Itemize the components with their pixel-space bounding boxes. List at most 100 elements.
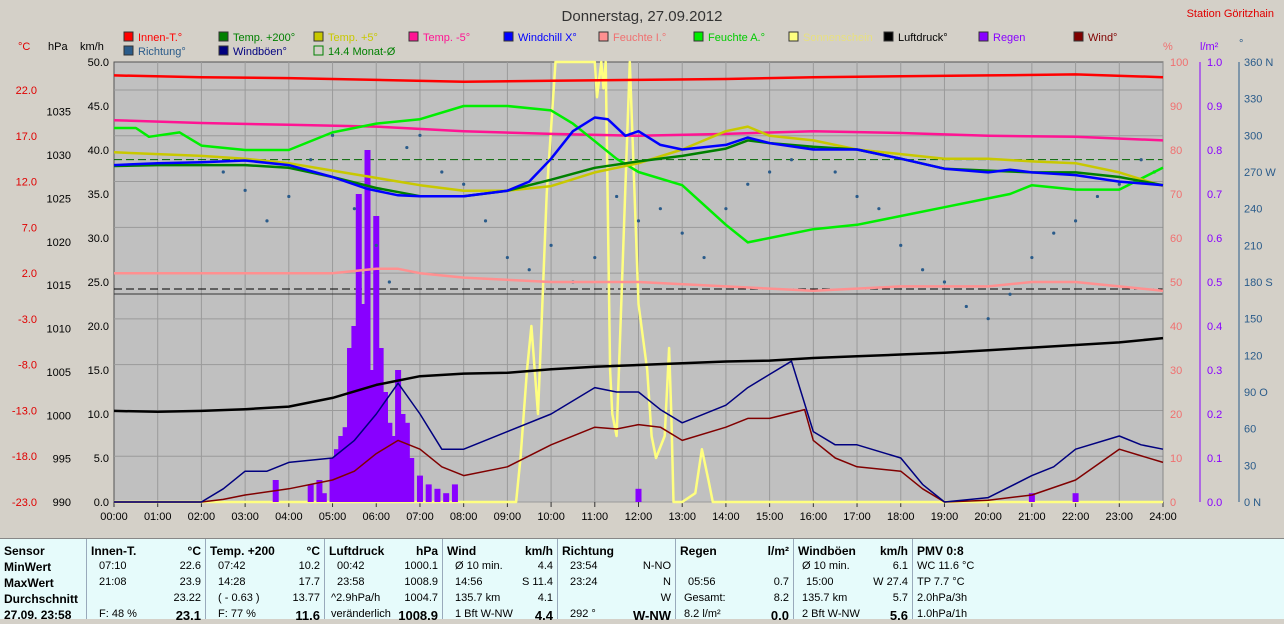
legend-label: 14.4 Monat-Ø <box>328 46 396 58</box>
pct-tick-label: 0 <box>1170 497 1176 509</box>
axis-unit-headers: °C hPa km/h % l/m² ° <box>18 38 1243 53</box>
legend-swatch <box>123 45 134 56</box>
rain-unit: l/m² <box>1200 41 1219 53</box>
chart-title: Donnerstag, 27.09.2012 <box>562 8 723 25</box>
stats-wind-r1a: Ø 10 min. <box>455 560 503 572</box>
legend-item: Innen-T.° <box>123 31 182 44</box>
direction-point <box>483 219 488 223</box>
direction-point <box>505 255 509 260</box>
dir-tick-label: 0 N <box>1244 497 1261 509</box>
direction-point <box>746 182 750 186</box>
hpa-tick-label: 1015 <box>47 280 71 292</box>
legend-swatch <box>598 31 609 42</box>
dir-tick-label: 90 O <box>1244 387 1268 399</box>
direction-point <box>593 255 597 260</box>
stats-innen-min-time: 07:10 <box>99 560 127 572</box>
rain-tick-label: 0.6 <box>1207 233 1222 245</box>
stats-luftdruck-column: Luftdruck hPa 00:42 1000.1 23:58 1008.9 ^2.… <box>325 539 443 623</box>
stats-luft-min-time: 00:42 <box>337 560 365 572</box>
legend-item: 14.4 Monat-Ø <box>313 45 396 58</box>
rain-bar <box>434 488 441 502</box>
direction-point <box>374 243 378 247</box>
stats-boeen-r4a: 2 Bft W-NW <box>802 608 860 620</box>
direction-point <box>899 243 903 247</box>
direction-point <box>527 268 531 272</box>
rain-bar <box>338 436 345 502</box>
rain-tick-label: 0.5 <box>1207 277 1222 289</box>
stats-wind-r3b: 4.1 <box>537 592 553 604</box>
rain-tick-label: 0.0 <box>1207 497 1222 509</box>
pct-tick-label: 60 <box>1170 233 1182 245</box>
stats-windboeen-column: Windböen km/h Ø 10 min. 6.1 15:00 W 27.4 13… <box>794 539 913 623</box>
x-tick-label: 01:00 <box>144 511 172 523</box>
temp-tick-label: -3.0 <box>18 314 37 326</box>
x-tick-label: 22:00 <box>1062 511 1090 523</box>
stats-richtung-r4b: W-NW <box>633 608 671 623</box>
legend-swatch <box>313 45 324 56</box>
rain-bar <box>408 458 415 502</box>
stats-temp200-column: Temp. +200 °C 07:42 10.2 14:28 17.7 ( - 0.6… <box>206 539 325 623</box>
direction-point <box>833 170 837 174</box>
legend-item: Temp. -5° <box>408 31 470 44</box>
x-tick-label: 15:00 <box>756 511 784 523</box>
kmh-tick-label: 10.0 <box>88 409 109 421</box>
rain-bar <box>416 475 423 502</box>
dir-tick-label: 180 S <box>1244 277 1273 289</box>
legend-swatch <box>883 31 894 42</box>
direction-point <box>243 188 247 192</box>
legend-item: Feuchte A.° <box>693 31 765 44</box>
rain-bar <box>368 370 375 502</box>
stats-boeen-r1b: 6.1 <box>892 560 908 572</box>
stats-wind-r2a: 14:56 <box>455 576 483 588</box>
stats-wind-column: Wind km/h Ø 10 min. 4.4 14:56 S 11.4 135.7 … <box>443 539 558 623</box>
direction-point <box>405 145 409 150</box>
temp-tick-label: 22.0 <box>16 85 37 97</box>
pct-tick-label: 40 <box>1170 321 1182 333</box>
direction-point <box>921 268 925 272</box>
hpa-tick-label: 995 <box>53 454 71 466</box>
legend-swatch <box>978 31 989 42</box>
x-tick-label: 00:00 <box>100 511 128 523</box>
dir-tick-label: 150 <box>1244 314 1262 326</box>
x-tick-label: 18:00 <box>887 511 915 523</box>
legend-label: Windböen° <box>233 46 287 58</box>
kmh-tick-label: 20.0 <box>88 321 109 333</box>
legend-item: Windchill X° <box>503 31 577 44</box>
series-windboeen <box>114 360 1164 503</box>
stats-innen-max-time: 21:08 <box>99 576 127 588</box>
pct-tick-label: 50 <box>1170 277 1182 289</box>
hpa-tick-label: 1035 <box>47 107 71 119</box>
stats-richtung-header: Richtung <box>562 544 614 558</box>
direction-point <box>680 231 684 235</box>
stats-temp200-now: 11.6 <box>295 608 320 623</box>
stats-max-label: MaxWert <box>4 576 54 590</box>
stats-luft-min: 1000.1 <box>404 560 438 572</box>
hpa-tick-label: 1020 <box>47 237 71 249</box>
hpa-tick-label: 1005 <box>47 367 71 379</box>
direction-point <box>1030 255 1034 260</box>
x-tick-label: 07:00 <box>406 511 434 523</box>
legend-swatch <box>788 31 799 42</box>
stats-boeen-r3b: 5.7 <box>892 592 908 604</box>
stats-regen-r4b: 0.0 <box>770 608 789 623</box>
dir-tick-label: 120 <box>1244 350 1262 362</box>
legend-item: Wind° <box>1073 31 1117 44</box>
legend-swatch <box>408 31 419 42</box>
direction-point <box>309 158 313 162</box>
kmh-tick-label: 5.0 <box>94 453 109 465</box>
stats-richtung-r2a: 23:24 <box>570 576 598 588</box>
temp-unit: °C <box>18 41 30 53</box>
hpa-tick-label: 1010 <box>47 324 71 336</box>
direction-point <box>724 207 728 211</box>
direction-point <box>702 255 706 260</box>
dir-unit: ° <box>1239 38 1243 50</box>
legend-label: Feuchte A.° <box>708 32 765 44</box>
stats-regen-unit: l/m² <box>767 544 789 558</box>
x-tick-label: 24:00 <box>1149 511 1177 523</box>
direction-point <box>964 304 968 309</box>
rain-bar <box>451 484 458 502</box>
stats-innen-max: 23.9 <box>179 576 201 588</box>
direction-point <box>549 243 553 247</box>
legend-label: Richtung° <box>138 46 186 58</box>
x-tick-label: 20:00 <box>974 511 1002 523</box>
